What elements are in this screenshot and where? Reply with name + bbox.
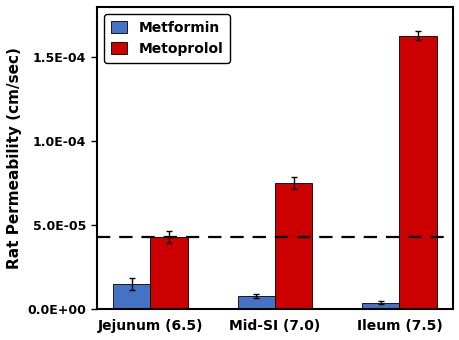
Y-axis label: Rat Permeability (cm/sec): Rat Permeability (cm/sec) (7, 47, 22, 269)
Bar (274, 183, 312, 309)
Bar (237, 296, 274, 309)
Bar (150, 237, 187, 309)
Legend: Metformin, Metoprolol: Metformin, Metoprolol (104, 14, 230, 63)
Bar (361, 303, 398, 309)
Bar (398, 35, 436, 309)
Bar (113, 284, 150, 309)
